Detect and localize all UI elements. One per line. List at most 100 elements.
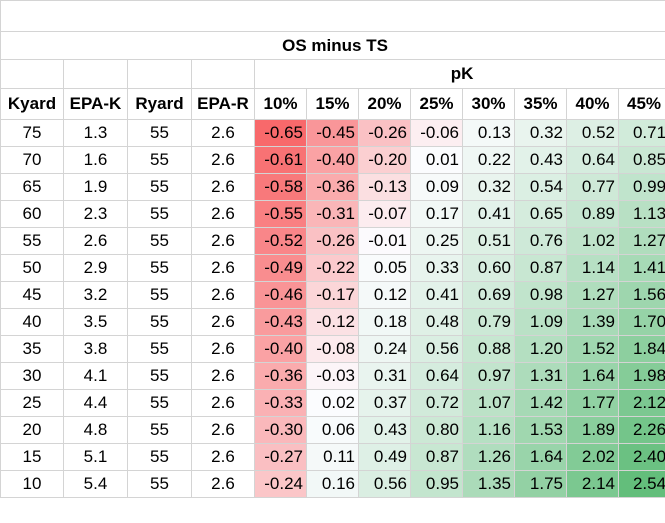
kyard-cell: 75 bbox=[0, 119, 64, 147]
epa-r-cell: 2.6 bbox=[191, 281, 255, 309]
value-cell: 1.75 bbox=[514, 470, 567, 498]
value-cell: 1.41 bbox=[617, 254, 665, 282]
value-cell: -0.55 bbox=[254, 200, 307, 228]
kyard-cell: 50 bbox=[0, 254, 64, 282]
kyard-cell: 15 bbox=[0, 443, 64, 471]
value-cell: 0.11 bbox=[306, 443, 359, 471]
table-row: 60 2.3 55 2.6 -0.55 -0.31 -0.07 0.17 0.41 0.65 0.8… bbox=[0, 200, 665, 228]
value-cell: -0.03 bbox=[306, 362, 359, 390]
title-row: OS minus TS bbox=[0, 31, 665, 60]
column-header: 45% bbox=[617, 88, 665, 120]
epa-k-cell: 5.4 bbox=[63, 470, 128, 498]
value-cell: 2.40 bbox=[617, 443, 665, 471]
table-row: 40 3.5 55 2.6 -0.43 -0.12 0.18 0.48 0.79 1.09 1.39… bbox=[0, 308, 665, 336]
value-cell: 0.06 bbox=[306, 416, 359, 444]
value-cell: -0.36 bbox=[254, 362, 307, 390]
value-cell: -0.61 bbox=[254, 146, 307, 174]
table-title: OS minus TS bbox=[0, 31, 665, 60]
value-cell: -0.43 bbox=[254, 308, 307, 336]
table-row: 10 5.4 55 2.6 -0.24 0.16 0.56 0.95 1.35 1.75 2.14 2… bbox=[0, 470, 665, 498]
value-cell: 1.89 bbox=[566, 416, 619, 444]
value-cell: 1.20 bbox=[514, 335, 567, 363]
kyard-cell: 25 bbox=[0, 389, 64, 417]
ryard-cell: 55 bbox=[127, 443, 192, 471]
epa-r-cell: 2.6 bbox=[191, 308, 255, 336]
blank-cell bbox=[191, 59, 255, 89]
ryard-cell: 55 bbox=[127, 146, 192, 174]
epa-r-cell: 2.6 bbox=[191, 146, 255, 174]
epa-r-cell: 2.6 bbox=[191, 200, 255, 228]
value-cell: 0.97 bbox=[462, 362, 515, 390]
value-cell: 0.33 bbox=[410, 254, 463, 282]
value-cell: -0.27 bbox=[254, 443, 307, 471]
value-cell: 0.85 bbox=[617, 146, 665, 174]
value-cell: 1.35 bbox=[462, 470, 515, 498]
kyard-cell: 20 bbox=[0, 416, 64, 444]
blank-cell bbox=[63, 59, 128, 89]
value-cell: -0.33 bbox=[254, 389, 307, 417]
value-cell: 1.02 bbox=[566, 227, 619, 255]
kyard-cell: 65 bbox=[0, 173, 64, 201]
value-cell: -0.06 bbox=[410, 119, 463, 147]
ryard-cell: 55 bbox=[127, 470, 192, 498]
value-cell: 1.53 bbox=[514, 416, 567, 444]
epa-r-cell: 2.6 bbox=[191, 443, 255, 471]
value-cell: 0.64 bbox=[410, 362, 463, 390]
table-row: 45 3.2 55 2.6 -0.46 -0.17 0.12 0.41 0.69 0.98 1.27… bbox=[0, 281, 665, 309]
value-cell: 2.12 bbox=[617, 389, 665, 417]
column-header: 10% bbox=[254, 88, 307, 120]
ryard-cell: 55 bbox=[127, 119, 192, 147]
value-cell: 1.56 bbox=[617, 281, 665, 309]
value-cell: -0.58 bbox=[254, 173, 307, 201]
kyard-cell: 40 bbox=[0, 308, 64, 336]
column-header: 20% bbox=[358, 88, 411, 120]
value-cell: 1.77 bbox=[566, 389, 619, 417]
value-cell: 0.87 bbox=[514, 254, 567, 282]
value-cell: -0.49 bbox=[254, 254, 307, 282]
epa-k-cell: 3.2 bbox=[63, 281, 128, 309]
column-header: 15% bbox=[306, 88, 359, 120]
epa-r-cell: 2.6 bbox=[191, 416, 255, 444]
value-cell: 0.52 bbox=[566, 119, 619, 147]
epa-k-cell: 3.8 bbox=[63, 335, 128, 363]
table-row: 50 2.9 55 2.6 -0.49 -0.22 0.05 0.33 0.60 0.87 1.14… bbox=[0, 254, 665, 282]
value-cell: 0.16 bbox=[306, 470, 359, 498]
ryard-cell: 55 bbox=[127, 308, 192, 336]
value-cell: 0.60 bbox=[462, 254, 515, 282]
value-cell: -0.01 bbox=[358, 227, 411, 255]
value-cell: 0.79 bbox=[462, 308, 515, 336]
epa-r-cell: 2.6 bbox=[191, 335, 255, 363]
ryard-cell: 55 bbox=[127, 389, 192, 417]
value-cell: 0.01 bbox=[410, 146, 463, 174]
value-cell: 1.16 bbox=[462, 416, 515, 444]
epa-k-cell: 4.4 bbox=[63, 389, 128, 417]
value-cell: 0.65 bbox=[514, 200, 567, 228]
column-header: Kyard bbox=[0, 88, 64, 120]
ryard-cell: 55 bbox=[127, 227, 192, 255]
ryard-cell: 55 bbox=[127, 416, 192, 444]
value-cell: -0.65 bbox=[254, 119, 307, 147]
value-cell: -0.31 bbox=[306, 200, 359, 228]
value-cell: 1.27 bbox=[566, 281, 619, 309]
value-cell: -0.52 bbox=[254, 227, 307, 255]
value-cell: -0.30 bbox=[254, 416, 307, 444]
kyard-cell: 30 bbox=[0, 362, 64, 390]
ryard-cell: 55 bbox=[127, 335, 192, 363]
value-cell: 0.41 bbox=[410, 281, 463, 309]
table-row: 75 1.3 55 2.6 -0.65 -0.45 -0.26 -0.06 0.13 0.32 0.… bbox=[0, 119, 665, 147]
epa-k-cell: 2.3 bbox=[63, 200, 128, 228]
epa-r-cell: 2.6 bbox=[191, 254, 255, 282]
table-row: 70 1.6 55 2.6 -0.61 -0.40 -0.20 0.01 0.22 0.43 0.6… bbox=[0, 146, 665, 174]
table-row: 55 2.6 55 2.6 -0.52 -0.26 -0.01 0.25 0.51 0.76 1.0… bbox=[0, 227, 665, 255]
value-cell: 0.32 bbox=[462, 173, 515, 201]
value-cell: 0.22 bbox=[462, 146, 515, 174]
value-cell: 0.02 bbox=[306, 389, 359, 417]
epa-k-cell: 1.9 bbox=[63, 173, 128, 201]
value-cell: 1.09 bbox=[514, 308, 567, 336]
value-cell: -0.20 bbox=[358, 146, 411, 174]
kyard-cell: 55 bbox=[0, 227, 64, 255]
value-cell: 0.25 bbox=[410, 227, 463, 255]
column-header: 30% bbox=[462, 88, 515, 120]
epa-k-cell: 2.6 bbox=[63, 227, 128, 255]
value-cell: 0.77 bbox=[566, 173, 619, 201]
